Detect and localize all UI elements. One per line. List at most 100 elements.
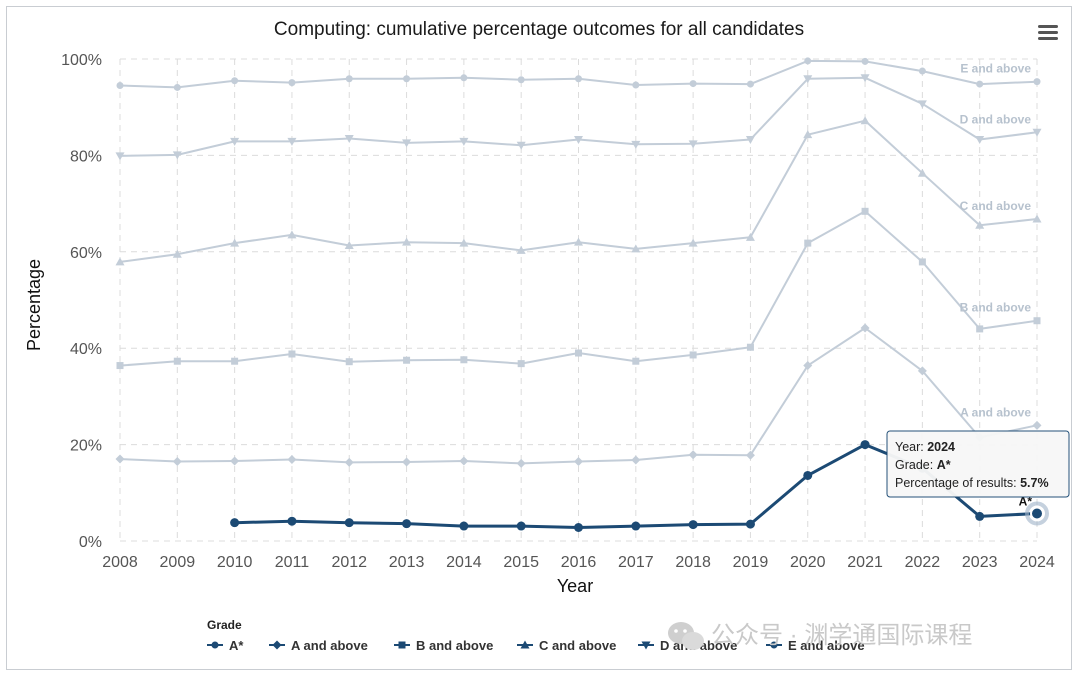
data-point[interactable] [976, 80, 984, 88]
data-point[interactable] [632, 357, 640, 365]
legend-item-a-and-above[interactable]: A and above [269, 638, 368, 653]
data-point[interactable] [516, 521, 526, 531]
data-point[interactable] [230, 238, 240, 247]
legend-item-b-and-above[interactable]: B and above [394, 638, 493, 653]
data-point[interactable] [574, 237, 583, 246]
data-point[interactable] [115, 257, 125, 266]
data-point[interactable] [516, 141, 526, 150]
data-point[interactable] [746, 343, 754, 351]
data-point[interactable] [688, 140, 698, 149]
data-point[interactable] [459, 521, 469, 531]
data-point[interactable] [1032, 420, 1042, 430]
data-point[interactable] [172, 151, 182, 160]
data-point[interactable] [517, 360, 525, 368]
data-point[interactable] [402, 457, 412, 467]
data-point[interactable] [287, 230, 297, 239]
data-point[interactable] [517, 76, 525, 84]
data-point[interactable] [402, 237, 412, 246]
data-point[interactable] [745, 519, 755, 529]
data-point[interactable] [689, 351, 697, 359]
data-point[interactable] [116, 362, 124, 370]
data-point[interactable] [460, 356, 468, 364]
data-point[interactable] [115, 454, 125, 464]
data-point[interactable] [115, 152, 125, 161]
data-point[interactable] [344, 135, 354, 144]
data-point[interactable] [402, 139, 412, 148]
data-point[interactable] [803, 75, 813, 84]
data-point[interactable] [860, 323, 870, 333]
data-point[interactable] [975, 135, 985, 144]
data-point[interactable] [746, 80, 754, 88]
data-point[interactable] [575, 349, 582, 357]
data-point[interactable] [402, 519, 412, 529]
legend-marker[interactable] [272, 640, 282, 650]
data-point[interactable] [287, 137, 297, 146]
data-point[interactable] [860, 74, 870, 83]
data-point[interactable] [689, 80, 697, 88]
data-point[interactable] [745, 135, 755, 144]
data-point[interactable] [860, 116, 870, 125]
data-point[interactable] [173, 83, 181, 91]
data-point[interactable] [861, 207, 869, 215]
data-point[interactable] [459, 456, 469, 466]
data-point[interactable] [344, 457, 354, 467]
data-point[interactable] [403, 356, 411, 364]
data-point[interactable] [231, 357, 239, 365]
data-point[interactable] [917, 168, 927, 177]
data-point[interactable] [803, 361, 813, 371]
data-point[interactable] [230, 518, 240, 528]
data-point[interactable] [803, 130, 813, 139]
data-point[interactable] [631, 140, 641, 149]
data-point[interactable] [976, 325, 984, 333]
data-point[interactable] [344, 518, 354, 528]
data-point[interactable] [745, 450, 755, 460]
data-point[interactable] [459, 238, 469, 247]
legend-item-e-and-above[interactable]: E and above [766, 638, 865, 653]
data-point[interactable] [574, 135, 583, 144]
data-point[interactable] [1032, 214, 1042, 223]
data-point[interactable] [516, 458, 526, 468]
data-point[interactable] [574, 523, 583, 533]
data-point[interactable] [745, 232, 755, 241]
data-point[interactable] [516, 245, 526, 254]
data-point[interactable] [688, 238, 698, 247]
data-point[interactable] [460, 74, 468, 82]
data-point[interactable] [918, 67, 926, 75]
data-point[interactable] [287, 516, 297, 526]
data-point[interactable] [172, 249, 182, 258]
data-point[interactable] [288, 79, 296, 87]
data-point[interactable] [231, 77, 239, 85]
legend-marker[interactable] [211, 641, 219, 649]
data-point[interactable] [287, 455, 297, 465]
data-point[interactable] [917, 366, 927, 376]
data-point[interactable] [403, 75, 411, 83]
data-point[interactable] [861, 57, 869, 65]
data-point[interactable] [116, 82, 124, 90]
legend-marker[interactable] [641, 641, 651, 650]
data-point[interactable] [1033, 78, 1041, 86]
data-point[interactable] [803, 470, 813, 480]
data-point[interactable] [688, 450, 698, 460]
data-point[interactable] [574, 456, 583, 466]
data-point[interactable] [575, 75, 582, 83]
data-point[interactable] [288, 350, 296, 358]
hovered-point[interactable] [1030, 506, 1044, 521]
data-point[interactable] [917, 100, 927, 109]
data-point[interactable] [459, 137, 469, 146]
legend-marker[interactable] [770, 641, 778, 649]
data-point[interactable] [631, 244, 641, 253]
data-point[interactable] [344, 241, 354, 250]
data-point[interactable] [173, 357, 181, 365]
legend-marker[interactable] [398, 641, 406, 649]
data-point[interactable] [1033, 317, 1041, 325]
data-point[interactable] [230, 137, 240, 146]
data-point[interactable] [631, 521, 641, 531]
data-point[interactable] [345, 75, 353, 83]
data-point[interactable] [975, 220, 985, 229]
legend-item-a-star[interactable]: A* [207, 638, 244, 653]
hamburger-menu-icon[interactable] [1038, 25, 1058, 40]
data-point[interactable] [688, 520, 698, 530]
data-point[interactable] [172, 456, 182, 466]
data-point[interactable] [918, 258, 926, 266]
legend-marker[interactable] [520, 640, 530, 649]
